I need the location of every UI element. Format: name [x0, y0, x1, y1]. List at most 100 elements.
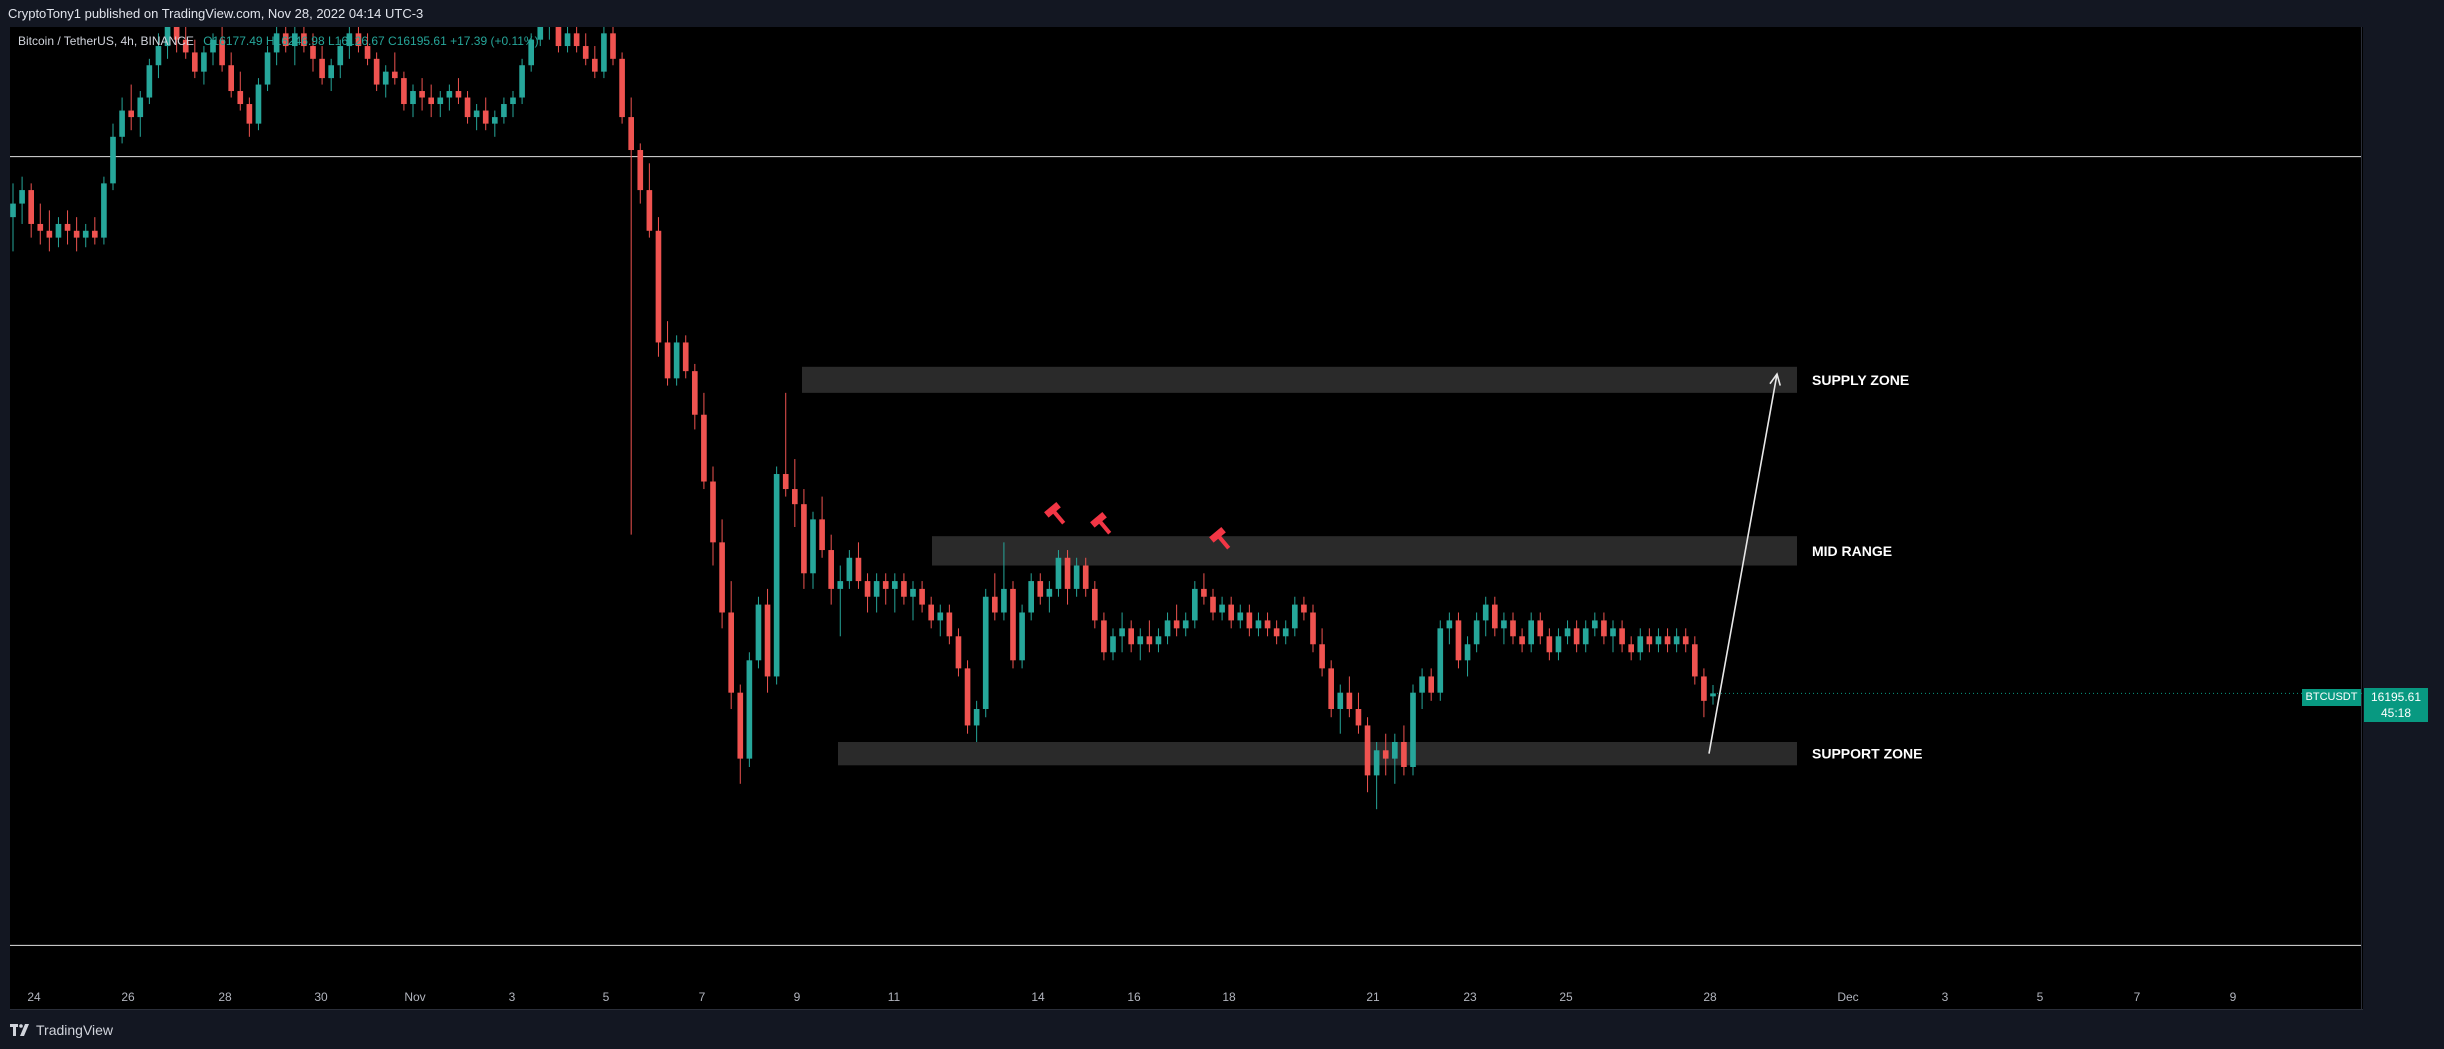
- candle-body: [1619, 628, 1625, 645]
- candle-body: [1082, 565, 1089, 589]
- candle-body: [473, 110, 480, 118]
- candle-body: [1037, 581, 1044, 597]
- candle-body: [1146, 636, 1153, 645]
- candle-body: [1319, 644, 1325, 669]
- time-tick-label: 9: [2230, 990, 2237, 1004]
- zone-label: MID RANGE: [1812, 543, 1892, 559]
- candle-body: [782, 474, 789, 490]
- candle-body: [310, 46, 316, 59]
- candle-body: [1373, 750, 1380, 776]
- candle-body: [537, 27, 544, 40]
- candle-body: [1092, 588, 1098, 621]
- candle-body: [292, 33, 298, 47]
- candle-body: [955, 636, 962, 669]
- candle-body: [1292, 604, 1298, 629]
- last-price-value: 16195.61: [2370, 690, 2422, 704]
- candle-body: [701, 414, 707, 482]
- candle-body: [1655, 636, 1662, 645]
- candle-body: [173, 27, 180, 40]
- hammer-head: [1044, 501, 1061, 518]
- plot-background: [10, 27, 2362, 1010]
- candle-body: [337, 46, 344, 66]
- candle-body: [273, 33, 280, 53]
- candle-body: [1328, 668, 1334, 710]
- time-tick-label: 24: [27, 990, 41, 1004]
- candle-body: [164, 27, 171, 47]
- time-tick-label: 3: [1942, 990, 1949, 1004]
- candle-body: [1592, 620, 1598, 629]
- candle-body: [446, 91, 453, 98]
- candle-body: [1192, 588, 1198, 621]
- candle-body: [437, 97, 444, 105]
- candle-body: [1510, 620, 1516, 637]
- candle-body: [1264, 620, 1271, 629]
- candle-body: [1110, 636, 1116, 653]
- candle-body: [619, 58, 625, 118]
- candle-body: [1228, 604, 1234, 621]
- candle-body: [1628, 644, 1634, 653]
- candle-body: [673, 342, 680, 379]
- candle-body: [64, 223, 71, 231]
- candle-body: [37, 223, 44, 231]
- candle-body: [246, 104, 253, 124]
- candle-body: [764, 604, 771, 677]
- candle-body: [1210, 596, 1216, 613]
- candle-body: [1419, 676, 1425, 693]
- time-tick-label: 3: [509, 990, 516, 1004]
- candle-body: [810, 519, 816, 574]
- candle-body: [1337, 692, 1344, 710]
- candle-body: [128, 110, 134, 118]
- candle-body: [710, 481, 716, 543]
- candle-body: [364, 46, 371, 59]
- candle-body: [1101, 620, 1107, 653]
- candle-body: [1637, 636, 1644, 653]
- candle-body: [201, 52, 207, 72]
- candle-body: [1310, 612, 1316, 645]
- candle-body: [1464, 644, 1471, 661]
- candle-body: [1364, 725, 1371, 776]
- time-tick-label: 21: [1366, 990, 1380, 1004]
- time-tick-label: 28: [218, 990, 232, 1004]
- zone-label: SUPPORT ZONE: [1812, 746, 1922, 762]
- candle-body: [1692, 644, 1698, 677]
- candle-body: [664, 342, 671, 379]
- candle-body: [319, 58, 325, 79]
- candle-body: [728, 612, 734, 693]
- candle-body: [1255, 620, 1262, 629]
- time-tick-label: Dec: [1837, 990, 1858, 1004]
- legend-symbol: Bitcoin / TetherUS, 4h, BINANCE: [18, 34, 194, 48]
- candle-body: [73, 230, 80, 238]
- hammer-marker-icon: [1044, 501, 1066, 525]
- time-tick-label: Nov: [404, 990, 425, 1004]
- time-tick-label: 23: [1463, 990, 1477, 1004]
- candle-body: [1410, 692, 1416, 767]
- bottom-bar: [0, 1013, 2444, 1049]
- candle-body: [864, 581, 871, 597]
- projection-arrow-head: [1769, 372, 1782, 386]
- candle-body: [1601, 620, 1607, 637]
- symbol-legend: Bitcoin / TetherUS, 4h, BINANCE O16177.4…: [18, 34, 539, 48]
- candle-body: [419, 91, 425, 98]
- candle-body: [1355, 709, 1362, 726]
- candle-body: [464, 97, 471, 118]
- candle-body: [501, 104, 507, 118]
- candle-body: [119, 110, 125, 137]
- time-tick-label: 18: [1222, 990, 1236, 1004]
- candle-body: [937, 612, 944, 621]
- candle-body: [373, 58, 380, 85]
- candle-body: [1701, 676, 1707, 701]
- time-tick-label: 16: [1127, 990, 1141, 1004]
- candle-body: [110, 136, 116, 184]
- candle-body: [1455, 620, 1462, 661]
- time-tick-label: 26: [121, 990, 135, 1004]
- candle-body: [1537, 620, 1544, 637]
- candle-body: [1482, 604, 1489, 621]
- candle-body: [528, 39, 534, 66]
- candle-body: [28, 190, 34, 224]
- candle-body: [219, 39, 225, 66]
- candle-body: [564, 33, 571, 47]
- tradingview-logo[interactable]: TradingView: [10, 1022, 113, 1038]
- candle-body: [46, 230, 53, 238]
